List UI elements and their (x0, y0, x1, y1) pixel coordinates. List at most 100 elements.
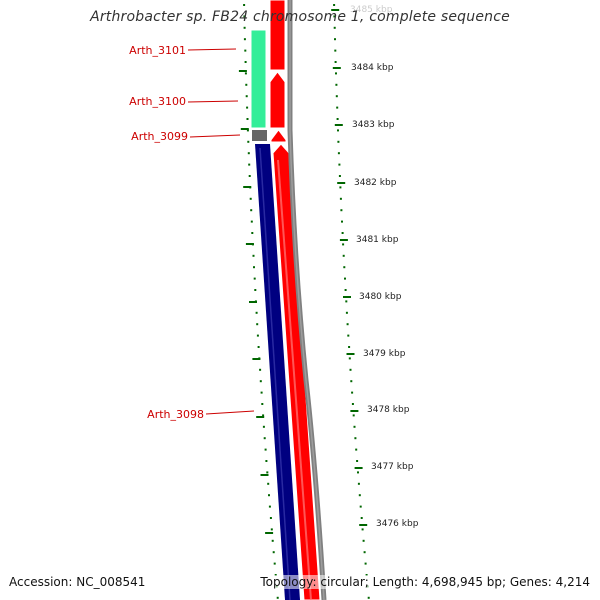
gene-label-leaders (187, 48, 255, 415)
ruler-dot (261, 403, 264, 405)
ruler-dot (362, 539, 365, 542)
ruler-major-tick (339, 239, 348, 241)
ruler-dot (276, 596, 279, 599)
ruler-major-tick (334, 124, 343, 126)
ruler-tick-label: 3482 kbp (354, 178, 397, 188)
ruler-dot (337, 152, 340, 155)
ruler-dot (334, 49, 337, 52)
ruler-dot (255, 311, 258, 314)
ruler-dot (257, 346, 260, 348)
ruler-major-tick (252, 358, 261, 360)
contig-navy-segment[interactable] (255, 144, 300, 600)
ruler-dot (245, 95, 248, 98)
ruler-dot (250, 209, 253, 212)
ruler-dot (334, 61, 337, 63)
ruler-dot (244, 72, 247, 75)
ruler-dot (259, 368, 262, 371)
ruler-dot (263, 437, 266, 440)
ruler-dot (262, 414, 265, 417)
ruler-dot (353, 425, 356, 428)
ruler-major-tick (245, 243, 254, 245)
accession-label: Accession: NC_008541 (9, 575, 146, 589)
gene-label-arth-3101[interactable]: Arth_3101 (129, 44, 186, 57)
ruler-dot (243, 15, 246, 18)
ruler-dot (335, 83, 338, 86)
gene-arrow-arth-3100[interactable] (269, 71, 286, 129)
ruler-dot (355, 448, 358, 451)
ruler-dot (340, 209, 343, 212)
ruler-tick-label: 3480 kbp (359, 292, 402, 302)
ruler-dot (346, 323, 349, 326)
ruler-tick-label: 3483 kbp (352, 120, 395, 130)
ruler-dot (268, 494, 270, 497)
contig-teal-segment[interactable] (250, 29, 267, 129)
ruler-dot (348, 346, 351, 348)
ruler-major-tick (243, 186, 252, 188)
ruler-dot (248, 175, 251, 177)
ruler-dot (254, 289, 257, 291)
genome-summary-label: Topology: circular; Length: 4,698,945 bp… (260, 575, 590, 589)
ruler-dot (352, 414, 355, 417)
ruler-dot (356, 460, 359, 462)
ruler-dot (270, 528, 273, 531)
gene-label-arth-3099[interactable]: Arth_3099 (131, 130, 188, 143)
ruler-dot (333, 26, 336, 29)
ruler-dot (248, 163, 251, 166)
gene-label-arth-3100[interactable]: Arth_3100 (129, 95, 186, 108)
contig-gray-segment[interactable] (252, 130, 267, 141)
ruler-dot (335, 95, 338, 98)
ruler-major-tick (354, 467, 363, 469)
ruler-tick-label: 3484 kbp (351, 63, 394, 73)
ruler-dot (333, 15, 336, 18)
ruler-dot (337, 129, 339, 132)
map-title: Arthrobacter sp. FB24 chromosome 1, comp… (90, 9, 510, 25)
ruler-dot (336, 118, 339, 120)
ruler-dot (247, 140, 250, 143)
ruler-dot (345, 300, 348, 303)
ruler-dot (341, 232, 344, 234)
ruler-dot (341, 220, 343, 223)
gene-labels: Arth_3101 Arth_3100 Arth_3099 Arth_3098 (129, 44, 204, 421)
ruler-dot (267, 482, 270, 485)
ruler-dot (360, 517, 363, 519)
ruler-dot (262, 425, 265, 428)
gene-arrow-arth-3099[interactable] (270, 129, 287, 143)
ruler-dot (256, 334, 259, 337)
ruler-dot (246, 118, 249, 120)
ruler-dot (251, 232, 254, 234)
ruler-dot (264, 448, 267, 451)
ruler-dot (253, 277, 256, 280)
ruler-major-tick (332, 67, 341, 69)
ruler-dot (271, 539, 274, 542)
ruler-major-tick (249, 301, 257, 303)
ruler-dot (272, 551, 275, 554)
ruler-dot (265, 460, 268, 462)
ruler-dot (348, 357, 351, 360)
ruler-major-tick (337, 182, 346, 184)
ruler-dot (244, 61, 247, 63)
ruler-dot (367, 596, 370, 599)
ruler-dot (247, 152, 250, 155)
ruler-dot (342, 254, 345, 257)
ruler-major-tick (240, 128, 249, 130)
ruler-dot (337, 140, 340, 143)
ruler-dot (364, 562, 367, 565)
ruler-dot (338, 175, 341, 177)
ruler-tick-label: 3485 kbp (350, 5, 393, 15)
ruler-dot (268, 505, 271, 508)
ruler-major-tick (331, 9, 340, 11)
ruler-dot (351, 403, 354, 405)
gene-label-arth-3098[interactable]: Arth_3098 (147, 408, 204, 421)
ruler-dot (259, 380, 262, 383)
ruler-dot (244, 49, 247, 52)
ruler-dot (349, 368, 352, 371)
ruler-dot (336, 106, 339, 109)
ruler-tick-label: 3477 kbp (371, 462, 414, 472)
ruler-dot (260, 391, 263, 394)
ruler-dot (333, 4, 336, 6)
ruler-dot (351, 391, 354, 394)
ruler-dot (250, 220, 253, 223)
gene-arrow-arth-3101[interactable] (269, 0, 286, 71)
ruler-dot (357, 471, 359, 474)
